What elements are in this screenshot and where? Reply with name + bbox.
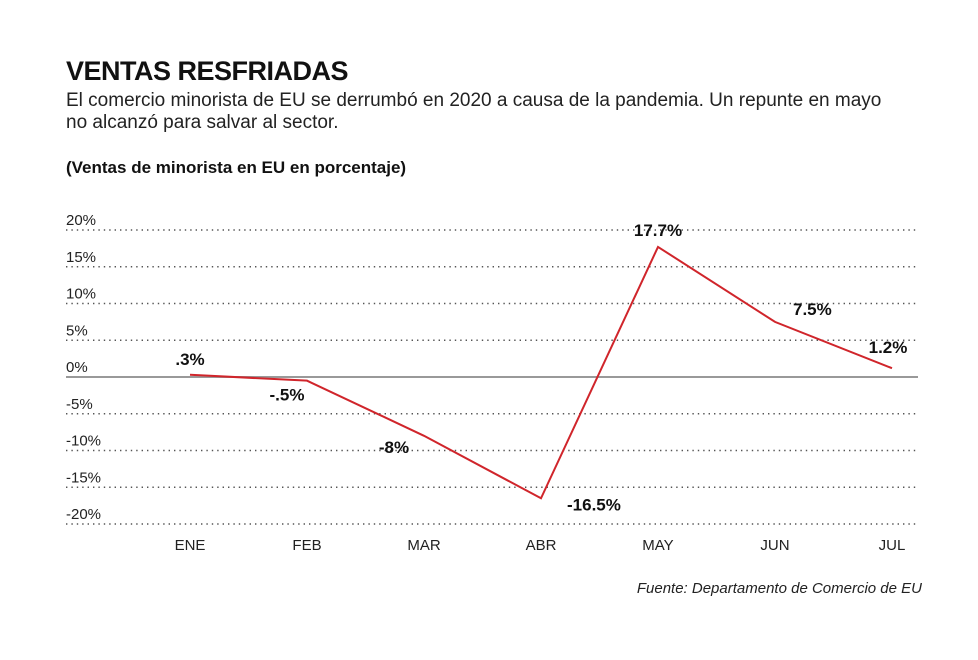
x-tick-label: ENE (175, 537, 206, 554)
data-label: -.5% (270, 386, 305, 405)
data-label: 1.2% (869, 338, 908, 357)
data-label: -16.5% (567, 495, 621, 514)
grid-lines (66, 229, 918, 525)
y-tick-label: -10% (66, 433, 101, 450)
data-label: .3% (175, 350, 204, 369)
y-axis-ticks: 20% 15% 10% 5% 0% -5% -10% -15% -20% (66, 212, 101, 523)
x-tick-label: MAY (642, 537, 673, 554)
y-tick-label: 0% (66, 359, 88, 376)
y-tick-label: -5% (66, 396, 93, 413)
data-label: -8% (379, 438, 409, 457)
data-labels: .3% -.5% -8% -16.5% 17.7% 7.5% 1.2% (175, 221, 907, 514)
y-tick-label: 10% (66, 286, 96, 303)
y-tick-label: 5% (66, 322, 88, 339)
y-tick-label: 15% (66, 249, 96, 266)
data-label: 7.5% (793, 300, 832, 319)
x-tick-label: ABR (526, 537, 557, 554)
y-tick-label: -15% (66, 469, 101, 486)
series-line (189, 245, 893, 500)
chart-subtitle: El comercio minorista de EU se derrumbó … (66, 90, 882, 133)
x-tick-label: JUL (879, 537, 906, 554)
x-tick-label: MAR (407, 537, 441, 554)
data-label: 17.7% (634, 221, 682, 240)
series-group (189, 245, 893, 500)
unit-label: (Ventas de minorista en EU en porcentaje… (66, 158, 407, 177)
source-note: Fuente: Departamento de Comercio de EU (636, 580, 922, 597)
x-axis-ticks: ENE FEB MAR ABR MAY JUN JUL (175, 537, 906, 554)
chart-title: VENTAS RESFRIADAS (66, 56, 349, 86)
x-tick-label: JUN (760, 537, 789, 554)
y-tick-label: -20% (66, 506, 101, 523)
y-tick-label: 20% (66, 212, 96, 229)
x-tick-label: FEB (292, 537, 321, 554)
